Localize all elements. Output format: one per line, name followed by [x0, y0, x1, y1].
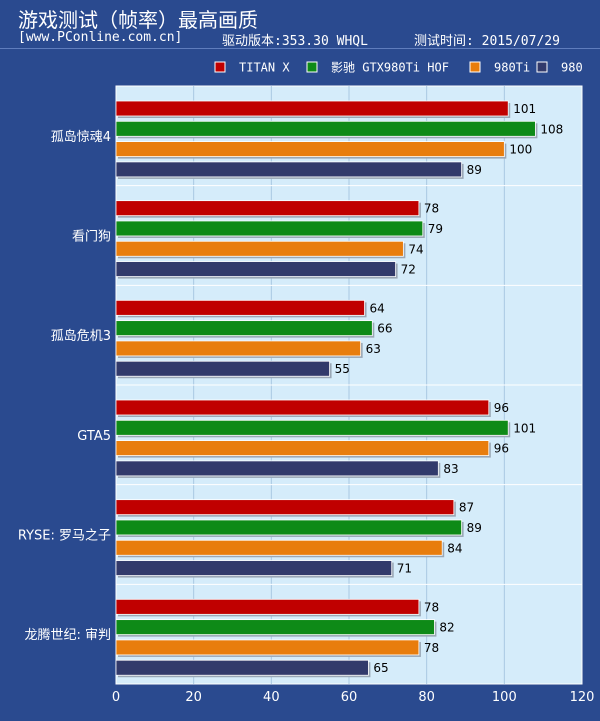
- x-tick-label: 80: [418, 690, 435, 705]
- bar: [115, 440, 490, 457]
- bar: [115, 261, 397, 277]
- bar: [115, 598, 420, 615]
- bar-value-label: 101: [513, 102, 536, 116]
- legend-label: 影驰 GTX980Ti HOF: [331, 61, 449, 75]
- bar-value-label: 87: [459, 501, 474, 515]
- bar: [115, 120, 536, 137]
- bar: [115, 419, 509, 436]
- bar: [115, 299, 365, 316]
- bar: [115, 141, 505, 158]
- category-label: RYSE: 罗马之子: [18, 529, 111, 544]
- bar-value-label: 72: [401, 263, 416, 277]
- legend-swatch: [536, 61, 548, 73]
- bar-value-label: 89: [467, 163, 482, 177]
- bar: [115, 539, 443, 556]
- bar: [115, 619, 435, 636]
- legend-swatch: [214, 61, 226, 73]
- x-tick-label: 0: [112, 690, 120, 705]
- legend-label: 980: [561, 61, 583, 75]
- bar-value-label: 74: [408, 242, 423, 256]
- bar-value-label: 84: [447, 541, 462, 555]
- bar-value-label: 65: [373, 661, 388, 675]
- x-tick-label: 100: [492, 690, 517, 705]
- bar: [115, 100, 509, 117]
- bar: [115, 340, 362, 357]
- bar: [115, 220, 424, 237]
- legend-swatch: [306, 61, 318, 73]
- legend-swatch: [469, 61, 481, 73]
- x-tick-label: 60: [341, 690, 358, 705]
- x-tick-label: 120: [570, 690, 595, 705]
- bar-value-label: 78: [424, 202, 439, 216]
- header-divider: [0, 48, 600, 49]
- bar: [115, 659, 369, 676]
- x-tick-label: 40: [263, 690, 280, 705]
- category-label: 看门狗: [72, 229, 111, 245]
- bar-value-label: 96: [494, 401, 509, 415]
- bar: [115, 639, 420, 656]
- bar: [115, 499, 455, 516]
- category-label: 龙腾世纪: 审判: [24, 627, 111, 643]
- bar-value-label: 55: [335, 362, 350, 376]
- bar: [115, 460, 439, 477]
- bar-value-label: 64: [370, 301, 385, 315]
- site-label: [www.PConline.com.cn]: [18, 30, 183, 45]
- category-label: GTA5: [77, 429, 111, 444]
- bar: [115, 560, 393, 576]
- bar-value-label: 82: [439, 621, 454, 635]
- x-tick-label: 20: [185, 690, 202, 705]
- category-label: 孤岛危机3: [51, 328, 111, 344]
- bar-value-label: 78: [424, 641, 439, 655]
- legend-label: 980Ti: [494, 61, 530, 75]
- bar: [115, 161, 463, 178]
- bar: [115, 200, 420, 217]
- bar-value-label: 83: [443, 462, 458, 476]
- bar-value-label: 89: [467, 521, 482, 535]
- category-label: 孤岛惊魂4: [51, 129, 111, 145]
- bar-value-label: 71: [397, 562, 412, 576]
- legend-label: TITAN X: [239, 61, 290, 75]
- bar: [115, 519, 463, 536]
- bar-value-label: 63: [366, 342, 381, 356]
- bar-value-label: 79: [428, 222, 443, 236]
- bar-value-label: 108: [540, 122, 563, 136]
- bar-value-label: 66: [377, 322, 392, 336]
- bar: [115, 360, 330, 377]
- bar-value-label: 101: [513, 421, 536, 435]
- bar: [115, 399, 490, 416]
- chart-title: 游戏测试（帧率）最高画质: [18, 8, 258, 32]
- bar-value-label: 96: [494, 442, 509, 456]
- date-label: 测试时间: 2015/07/29: [414, 34, 560, 49]
- bar-value-label: 100: [509, 143, 532, 157]
- bar-value-label: 78: [424, 600, 439, 614]
- driver-label: 驱动版本:353.30 WHQL: [222, 34, 368, 49]
- bar: [115, 320, 373, 337]
- bar: [115, 240, 404, 257]
